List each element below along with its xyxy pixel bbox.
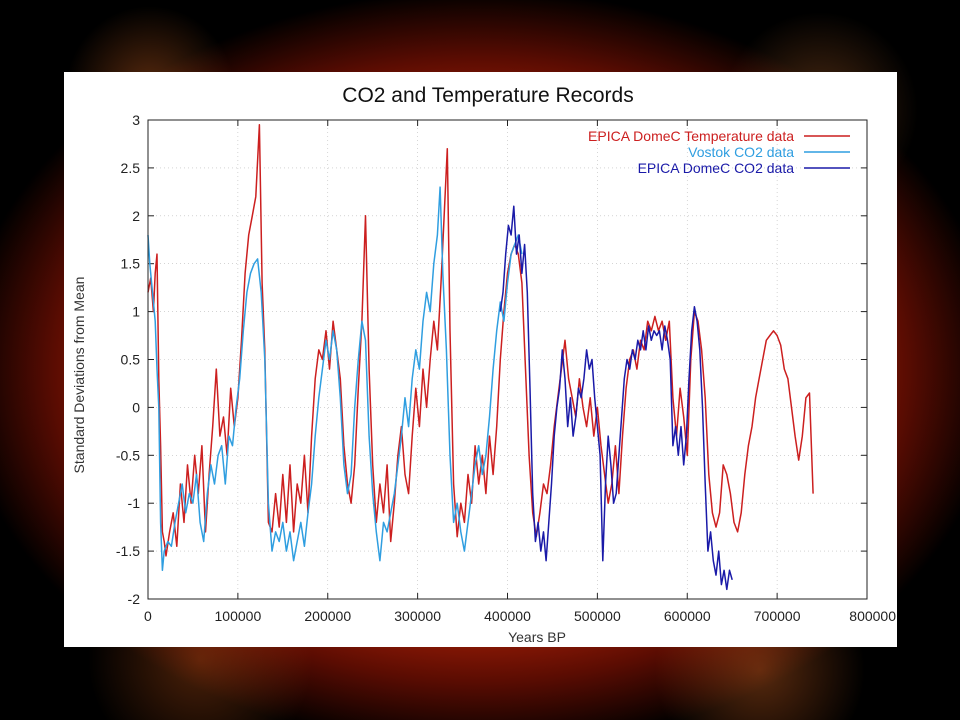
y-tick-label: -0.5 bbox=[116, 447, 140, 463]
y-tick-label: 2 bbox=[132, 208, 140, 224]
series-line-0 bbox=[147, 124, 814, 557]
legend-label-2: EPICA DomeC CO2 data bbox=[638, 160, 795, 176]
x-axis-label: Years BP bbox=[508, 629, 566, 645]
x-tick-label: 500000 bbox=[574, 608, 621, 624]
series-layer bbox=[147, 124, 814, 591]
series-line-1 bbox=[147, 186, 523, 572]
x-tick-label: 100000 bbox=[215, 608, 262, 624]
legend-label-0: EPICA DomeC Temperature data bbox=[588, 128, 794, 144]
y-tick-label: 1 bbox=[132, 304, 140, 320]
y-tick-label: 2.5 bbox=[121, 160, 141, 176]
y-tick-label: -1.5 bbox=[116, 543, 140, 559]
legend-label-1: Vostok CO2 data bbox=[688, 144, 794, 160]
y-tick-label: 0.5 bbox=[121, 352, 141, 368]
y-tick-label: -1 bbox=[128, 495, 141, 511]
x-tick-label: 200000 bbox=[304, 608, 351, 624]
ticks-layer: -2 -1.5 -1 -0.5 0 0.5 1 1.5 2 2.5 3 0 100000 200000 30… bbox=[116, 112, 896, 624]
x-tick-label: 300000 bbox=[394, 608, 441, 624]
x-tick-label: 700000 bbox=[754, 608, 801, 624]
chart-svg: CO2 and Temperature Records Standard Dev… bbox=[71, 84, 896, 645]
y-tick-label: 1.5 bbox=[121, 256, 141, 272]
x-tick-label: 800000 bbox=[849, 608, 896, 624]
y-tick-label: -2 bbox=[128, 591, 141, 607]
y-tick-label: 3 bbox=[132, 112, 140, 128]
x-tick-label: 600000 bbox=[664, 608, 711, 624]
chart-title: CO2 and Temperature Records bbox=[342, 84, 633, 107]
chart-panel: CO2 and Temperature Records Standard Dev… bbox=[64, 72, 897, 647]
series-line-2 bbox=[499, 205, 733, 591]
x-tick-label: 400000 bbox=[484, 608, 531, 624]
y-axis-label: Standard Deviations from Mean bbox=[71, 277, 87, 474]
y-tick-label: 0 bbox=[132, 399, 140, 415]
x-tick-label: 0 bbox=[144, 608, 152, 624]
plot-frame bbox=[147, 119, 868, 600]
